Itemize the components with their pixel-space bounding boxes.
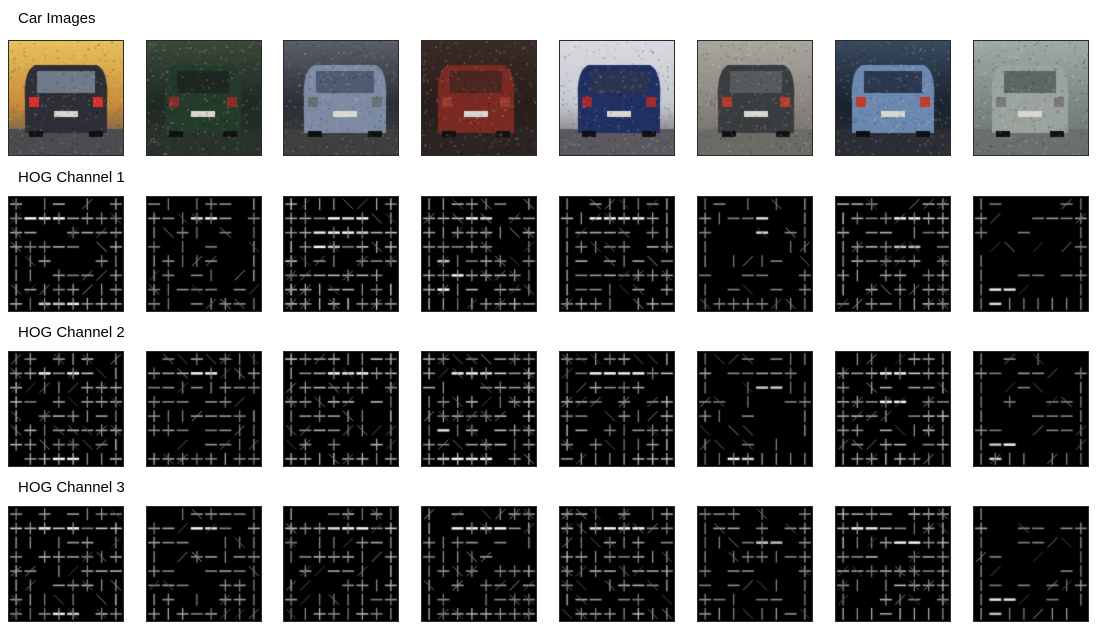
car-image-8 bbox=[973, 40, 1089, 156]
hog-channel-1-row bbox=[0, 196, 1102, 314]
car-image-canvas-3 bbox=[284, 41, 398, 155]
hog-ch2-image-3 bbox=[283, 351, 399, 467]
hog-ch1-image-8 bbox=[973, 196, 1089, 312]
hog-ch3-canvas-5 bbox=[560, 507, 674, 621]
hog-ch2-canvas-1 bbox=[9, 352, 123, 466]
car-image-canvas-6 bbox=[698, 41, 812, 155]
hog-ch1-canvas-1 bbox=[9, 197, 123, 311]
hog-ch3-image-2 bbox=[146, 506, 262, 622]
hog-ch3-image-5 bbox=[559, 506, 675, 622]
hog-ch1-canvas-8 bbox=[974, 197, 1088, 311]
car-image-canvas-2 bbox=[147, 41, 261, 155]
hog-channel-2-row bbox=[0, 351, 1102, 469]
hog-ch3-canvas-7 bbox=[836, 507, 950, 621]
hog-ch3-canvas-3 bbox=[284, 507, 398, 621]
hog-ch2-canvas-6 bbox=[698, 352, 812, 466]
car-image-5 bbox=[559, 40, 675, 156]
row-title-car-images: Car Images bbox=[18, 10, 96, 27]
car-images-row bbox=[0, 40, 1102, 158]
hog-ch3-image-6 bbox=[697, 506, 813, 622]
hog-ch2-image-4 bbox=[421, 351, 537, 467]
hog-ch2-canvas-7 bbox=[836, 352, 950, 466]
hog-ch2-canvas-3 bbox=[284, 352, 398, 466]
car-image-3 bbox=[283, 40, 399, 156]
car-image-7 bbox=[835, 40, 951, 156]
hog-ch3-image-4 bbox=[421, 506, 537, 622]
hog-ch2-canvas-8 bbox=[974, 352, 1088, 466]
hog-ch3-image-1 bbox=[8, 506, 124, 622]
row-title-hog-channel-2: HOG Channel 2 bbox=[18, 324, 125, 341]
hog-ch2-image-6 bbox=[697, 351, 813, 467]
hog-ch3-image-7 bbox=[835, 506, 951, 622]
hog-ch2-image-5 bbox=[559, 351, 675, 467]
car-image-canvas-5 bbox=[560, 41, 674, 155]
hog-ch1-canvas-7 bbox=[836, 197, 950, 311]
hog-ch1-image-6 bbox=[697, 196, 813, 312]
hog-ch2-image-2 bbox=[146, 351, 262, 467]
hog-ch1-canvas-5 bbox=[560, 197, 674, 311]
car-image-1 bbox=[8, 40, 124, 156]
hog-ch1-image-4 bbox=[421, 196, 537, 312]
hog-ch1-canvas-2 bbox=[147, 197, 261, 311]
hog-ch1-image-5 bbox=[559, 196, 675, 312]
hog-ch1-canvas-3 bbox=[284, 197, 398, 311]
hog-ch3-canvas-2 bbox=[147, 507, 261, 621]
hog-ch1-image-7 bbox=[835, 196, 951, 312]
hog-ch1-canvas-6 bbox=[698, 197, 812, 311]
car-image-canvas-8 bbox=[974, 41, 1088, 155]
row-title-hog-channel-1: HOG Channel 1 bbox=[18, 169, 125, 186]
hog-ch1-image-3 bbox=[283, 196, 399, 312]
hog-channel-3-row bbox=[0, 506, 1102, 624]
hog-ch3-image-3 bbox=[283, 506, 399, 622]
hog-ch2-image-7 bbox=[835, 351, 951, 467]
hog-ch3-canvas-4 bbox=[422, 507, 536, 621]
hog-ch3-canvas-8 bbox=[974, 507, 1088, 621]
hog-ch1-image-1 bbox=[8, 196, 124, 312]
hog-ch1-image-2 bbox=[146, 196, 262, 312]
hog-ch3-canvas-6 bbox=[698, 507, 812, 621]
hog-ch2-canvas-2 bbox=[147, 352, 261, 466]
row-title-hog-channel-3: HOG Channel 3 bbox=[18, 479, 125, 496]
car-image-canvas-1 bbox=[9, 41, 123, 155]
hog-ch2-canvas-4 bbox=[422, 352, 536, 466]
car-image-4 bbox=[421, 40, 537, 156]
hog-ch3-image-8 bbox=[973, 506, 1089, 622]
hog-ch2-canvas-5 bbox=[560, 352, 674, 466]
hog-ch2-image-1 bbox=[8, 351, 124, 467]
hog-ch2-image-8 bbox=[973, 351, 1089, 467]
car-image-6 bbox=[697, 40, 813, 156]
car-image-canvas-4 bbox=[422, 41, 536, 155]
hog-ch3-canvas-1 bbox=[9, 507, 123, 621]
hog-ch1-canvas-4 bbox=[422, 197, 536, 311]
car-image-canvas-7 bbox=[836, 41, 950, 155]
car-image-2 bbox=[146, 40, 262, 156]
